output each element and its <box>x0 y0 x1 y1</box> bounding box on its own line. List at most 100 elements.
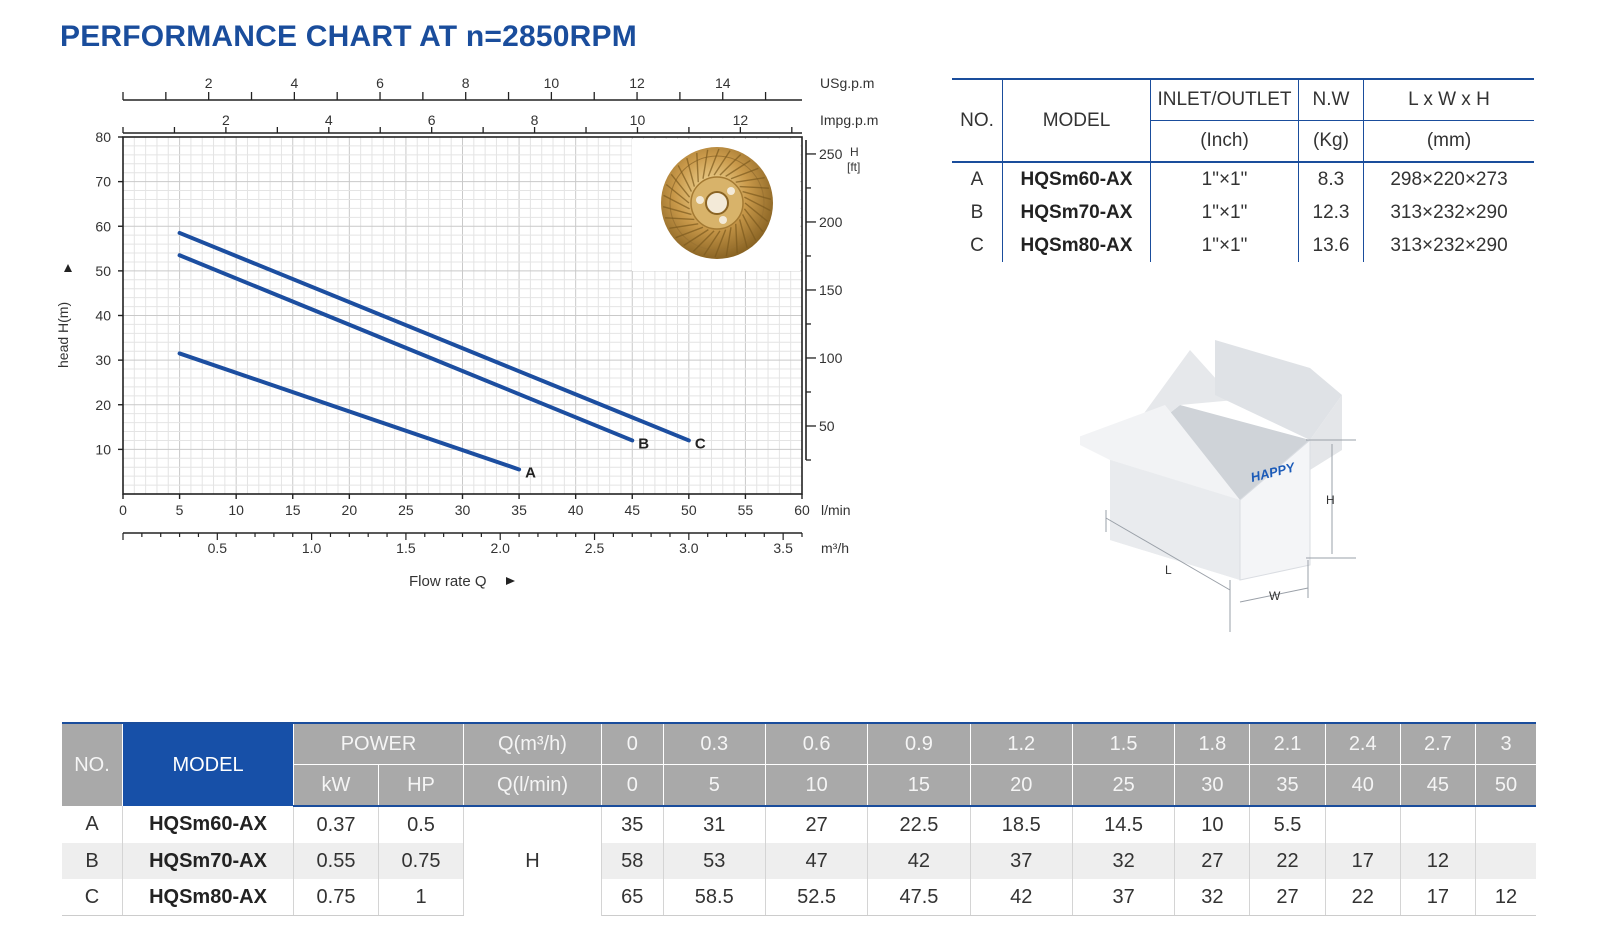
impeller-vane <box>686 158 696 187</box>
y-axis-label: head H(m) <box>55 302 71 368</box>
perf-header-qlmin: Q(l/min) <box>463 764 602 807</box>
perf-model: HQSm70-AX <box>122 843 294 879</box>
q-lmin-value: 25 <box>1072 764 1176 807</box>
perf-h-value: 18.5 <box>970 806 1073 843</box>
impeller-vane <box>735 223 738 254</box>
q-m3h-value: 0.9 <box>867 722 971 765</box>
perf-h-value: 27 <box>765 806 869 843</box>
usgpm-tick-label: 10 <box>544 75 560 91</box>
curve-label-a: A <box>525 464 536 481</box>
impeller-vane <box>702 149 709 179</box>
spec-model: HQSm60-AX <box>1002 162 1151 196</box>
perf-h-value: 58.5 <box>663 879 766 916</box>
impgpm-tick-label: 6 <box>428 112 436 128</box>
perf-h-value: 10 <box>1174 806 1251 843</box>
q-m3h-value: 2.1 <box>1249 722 1326 765</box>
curve-c <box>177 230 691 443</box>
right-axis-unit-label: [ft] <box>847 160 860 174</box>
perf-h-value: 22 <box>1325 879 1401 916</box>
perf-h-value: 27 <box>1174 843 1251 879</box>
impeller-vane <box>714 229 727 258</box>
perf-kw: 0.37 <box>293 806 379 843</box>
x-tick-label: 25 <box>398 502 414 518</box>
impeller-vane <box>663 194 690 210</box>
shipping-box-illustration: HAPPY L W H <box>1080 340 1356 632</box>
right-axis-tick-label: 100 <box>819 350 843 366</box>
right-axis-h-label: H <box>850 145 859 159</box>
impeller-vane <box>707 148 720 177</box>
perf-h-label: H <box>463 806 602 916</box>
impgpm-tick-label: 10 <box>630 112 646 128</box>
y-tick-label: 40 <box>95 308 111 324</box>
impeller-vane <box>738 219 748 248</box>
box-dim-l: L <box>1165 563 1172 577</box>
impeller-vane <box>741 214 757 241</box>
x-axis-label: Flow rate Q <box>409 573 487 590</box>
perf-h-value: 5.5 <box>1249 806 1326 843</box>
perf-header-kw: kW <box>293 764 379 807</box>
impeller-vane <box>692 230 715 253</box>
q-m3h-value: 2.4 <box>1325 722 1401 765</box>
q-m3h-value: 1.5 <box>1072 722 1176 765</box>
box-dim-w: W <box>1269 589 1281 603</box>
perf-h-value: 12 <box>1400 843 1477 879</box>
impeller-vane <box>725 227 732 257</box>
perf-h-value: 65 <box>601 879 664 916</box>
curves: A B C <box>177 230 706 481</box>
x-unit-label: l/min <box>821 502 851 518</box>
perf-h-value: 42 <box>867 843 971 879</box>
perf-model: HQSm80-AX <box>122 879 294 916</box>
curve-label-b: B <box>638 435 649 452</box>
impeller-vane <box>703 230 721 256</box>
spec-dims: 313×232×290 <box>1390 234 1508 256</box>
impeller-vane <box>669 223 699 229</box>
perf-h-value: 17 <box>1400 879 1477 916</box>
impgpm-tick-label: 4 <box>325 112 333 128</box>
usgpm-label: USg.p.m <box>820 75 874 91</box>
perf-model: HQSm60-AX <box>122 806 294 843</box>
perf-h-value: 58 <box>601 843 664 879</box>
usgpm-tick-label: 14 <box>715 75 731 91</box>
q-m3h-value: 1.8 <box>1174 722 1251 765</box>
m3h-tick-label: 2.0 <box>490 540 510 556</box>
x-tick-label: 50 <box>681 502 697 518</box>
perf-header-model: MODEL <box>122 722 294 806</box>
perf-kw: 0.55 <box>293 843 379 879</box>
perf-h-value: 31 <box>663 806 766 843</box>
perf-h-value: 27 <box>1249 879 1326 916</box>
x-tick-label: 60 <box>794 502 810 518</box>
perf-kw: 0.75 <box>293 879 379 916</box>
q-lmin-value: 40 <box>1325 764 1401 807</box>
spec-table: NO. MODEL INLET/OUTLET N.W L x W x H (In… <box>952 78 1534 262</box>
spec-header-dims-unit: (mm) <box>1363 120 1534 163</box>
perf-row: C HQSm80-AX 0.75 1 65 58.5 52.5 47.5 42 … <box>62 879 1536 916</box>
perf-h-value: 17 <box>1325 843 1401 879</box>
spec-no: C <box>952 229 1003 262</box>
page-title: PERFORMANCE CHART AT n=2850RPM <box>60 20 637 53</box>
usgpm-tick-label: 6 <box>376 75 384 91</box>
spec-model: HQSm80-AX <box>1002 229 1151 262</box>
perf-row: B HQSm70-AX 0.55 0.75 58 53 47 42 37 32 … <box>62 843 1536 879</box>
spec-dims: 313×232×290 <box>1390 201 1508 223</box>
spec-row: A HQSm60-AX 1"×1" 8.3 298×220×273 <box>952 162 1534 196</box>
perf-header-qm3h: Q(m³/h) <box>463 722 602 765</box>
perf-h-value: 32 <box>1072 843 1176 879</box>
y-tick-label: 10 <box>95 441 111 457</box>
x-tick-label: 0 <box>119 502 127 518</box>
impeller-vane <box>730 167 759 180</box>
y-axis-arrow-icon <box>64 264 72 272</box>
curve-a <box>177 351 522 472</box>
x-tick-label: 40 <box>568 502 584 518</box>
q-m3h-value: 2.7 <box>1400 722 1477 765</box>
perf-h-value: 12 <box>1475 879 1536 916</box>
perf-row: A HQSm60-AX 0.37 0.5 H 35 31 27 22.5 18.… <box>62 806 1536 916</box>
spec-header-dims: L x W x H <box>1363 78 1534 121</box>
spec-inlet: 1"×1" <box>1150 229 1299 262</box>
right-axis-tick-label: 150 <box>819 282 843 298</box>
impeller-vane <box>665 217 695 221</box>
perf-h-value: 32 <box>1174 879 1251 916</box>
impeller-vane <box>670 173 691 198</box>
q-lmin-value: 20 <box>970 764 1073 807</box>
y-tick-label: 30 <box>95 352 111 368</box>
